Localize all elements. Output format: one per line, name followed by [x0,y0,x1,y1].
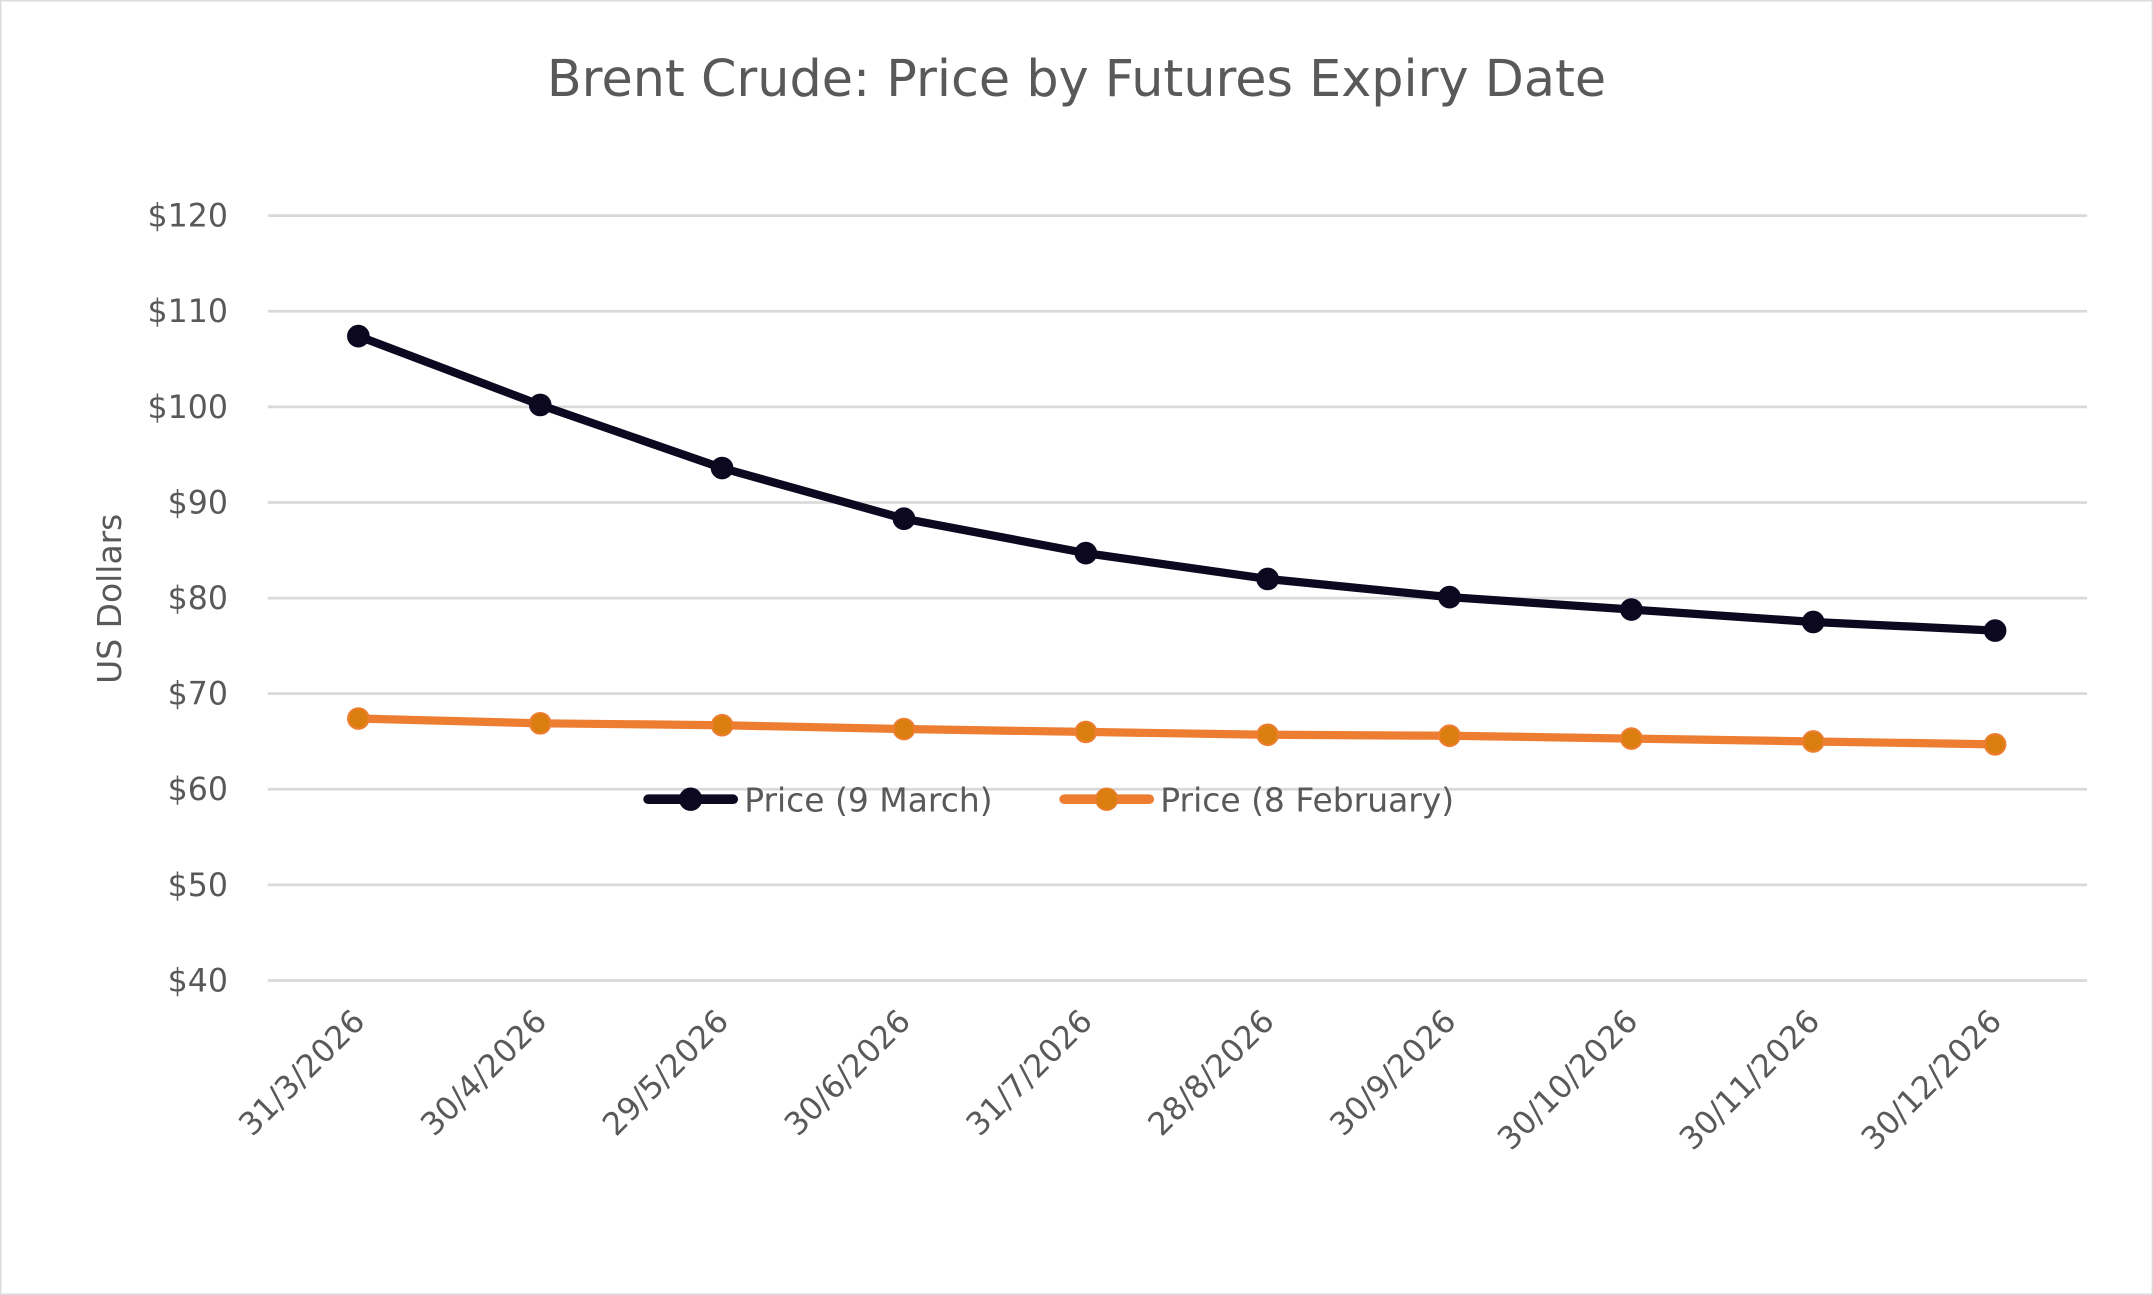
series-line [354,332,2000,635]
chart-title: Brent Crude: Price by Futures Expiry Dat… [547,49,1606,108]
y-axis-label: US Dollars [90,514,129,684]
data-point [1620,598,1643,621]
y-tick-label: $70 [168,677,228,713]
data-point [1438,724,1461,748]
data-point [892,507,916,531]
legend-marker [678,787,703,811]
data-point [347,324,370,348]
y-tick-label: $90 [168,485,228,521]
series-line [354,714,2000,749]
data-point [1074,720,1098,744]
y-tick-label: $110 [148,294,228,330]
data-point [1983,733,2007,756]
data-point [1801,610,1825,634]
y-tick-label: $120 [148,199,228,235]
data-point [1256,567,1279,591]
data-point [892,717,916,741]
data-point [1620,727,1643,750]
data-point [710,713,734,737]
legend-label: Price (8 February) [1160,781,1454,820]
data-point [528,711,552,735]
y-tick-label: $60 [168,772,228,808]
data-point [528,393,552,417]
data-point [710,456,734,480]
legend-label: Price (9 March) [744,781,992,820]
data-point [1256,723,1279,747]
legend-marker [1095,787,1119,811]
y-tick-label: $100 [148,390,228,426]
data-point [1438,585,1461,609]
data-point [1983,619,2007,642]
y-tick-label: $80 [168,581,228,617]
y-tick-label: $50 [168,868,228,904]
y-tick-label: $40 [168,963,228,999]
data-point [1074,541,1098,565]
data-point [347,707,370,730]
data-point [1801,730,1825,753]
